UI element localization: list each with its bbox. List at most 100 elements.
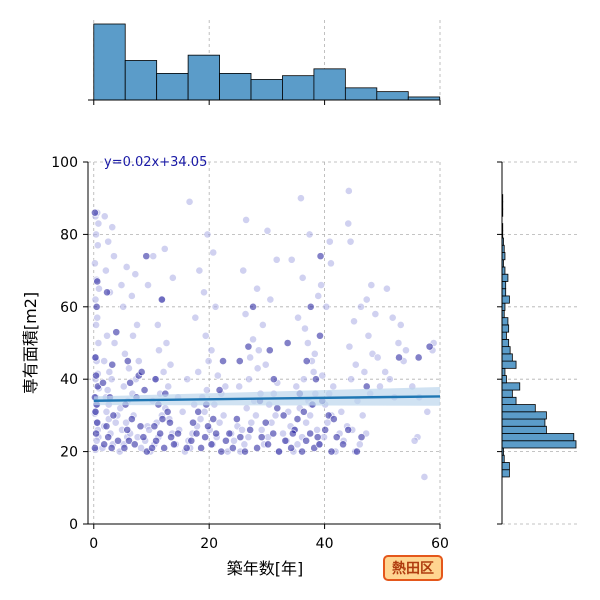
scatter-point [104, 237, 113, 246]
scatter-point [144, 281, 152, 289]
scatter-point [247, 418, 256, 427]
scatter-point [235, 357, 244, 365]
scatter-point [108, 223, 117, 232]
scatter-point [99, 378, 107, 387]
scatter-point [346, 237, 355, 246]
scatter-point [93, 241, 102, 250]
scatter-point [316, 331, 324, 340]
right-hist-bar [501, 324, 510, 333]
scatter-point [388, 313, 397, 322]
scatter-point [100, 357, 109, 365]
scatter-point [228, 444, 237, 452]
scatter-point [134, 357, 143, 365]
right-hist-bar [501, 425, 547, 434]
ward-badge-label: 熱田区 [392, 561, 434, 577]
scatter-point [275, 447, 283, 456]
scatter-point [357, 433, 366, 442]
scatter-point [263, 226, 272, 235]
scatter-point [367, 281, 376, 289]
scatter-point [207, 440, 216, 449]
scatter-point [158, 415, 167, 423]
scatter-point [207, 346, 216, 355]
scatter-point [239, 266, 248, 275]
scatter-point [101, 266, 110, 275]
scatter-point [236, 433, 245, 442]
scatter-point [313, 433, 322, 442]
right-hist-bar [501, 353, 513, 362]
scatter-point [120, 444, 129, 452]
scatter-point [91, 295, 100, 304]
scatter-point [105, 368, 114, 376]
scatter-point [92, 429, 100, 438]
y-tick-label: 20 [60, 445, 78, 461]
scatter-point [266, 295, 275, 304]
scatter-point [136, 422, 145, 431]
scatter-point [344, 425, 353, 434]
scatter-point [261, 418, 270, 427]
scatter-point [272, 255, 281, 264]
scatter-point [306, 429, 315, 438]
scatter-point [269, 375, 278, 384]
y-tick-label: 40 [60, 372, 78, 388]
scatter-point [91, 444, 99, 452]
scatter-point [364, 331, 373, 340]
scatter-point [209, 415, 218, 423]
scatter-point [371, 310, 380, 318]
regression-equation: y=0.02x+34.05 [104, 155, 207, 170]
top-hist-bar [313, 68, 346, 101]
scatter-point [395, 353, 403, 362]
scatter-point [271, 411, 280, 420]
right-hist-bar [501, 346, 511, 355]
scatter-point [222, 436, 230, 445]
scatter-point [107, 375, 116, 384]
scatter-point [252, 411, 260, 420]
scatter-point [121, 349, 129, 358]
scatter-point [108, 360, 117, 369]
scatter-point [182, 444, 191, 452]
axes: 0 20 40 60 0 20 40 60 80 100 [51, 99, 503, 552]
scatter-point [126, 378, 135, 387]
scatter-point [100, 440, 109, 449]
top-hist-bar [187, 54, 220, 101]
scatter-point [402, 346, 410, 355]
scatter-point [185, 197, 194, 206]
scatter-point [302, 418, 311, 427]
top-hist-bar [156, 73, 189, 101]
scatter-point [351, 360, 360, 369]
scatter-point [410, 436, 419, 445]
right-hist-bar [501, 469, 510, 478]
scatter-point [159, 368, 168, 376]
scatter-point [316, 252, 325, 261]
scatter-point [155, 346, 163, 355]
scatter-point [253, 284, 261, 293]
scatter-point [279, 429, 287, 438]
top-hist-bar [124, 60, 158, 101]
scatter-point [321, 425, 330, 434]
scatter-point [310, 349, 319, 358]
scatter-point [327, 259, 335, 268]
scatter-point [187, 436, 196, 445]
scatter-point [339, 440, 347, 449]
scatter-point [318, 371, 327, 380]
right-hist-bar [501, 360, 517, 369]
scatter-point [92, 436, 101, 445]
scatter-point [142, 252, 151, 261]
regression-group [93, 386, 441, 406]
scatter-point [353, 447, 361, 456]
scatter-point [152, 436, 160, 445]
scatter-point [92, 230, 100, 239]
scatter-point [383, 284, 391, 293]
scatter-point [119, 302, 128, 311]
scatter-point [167, 433, 175, 442]
scatter-point [133, 320, 141, 329]
right-hist-bar [501, 295, 510, 304]
scatter-point [215, 418, 224, 427]
scatter-point [200, 288, 208, 297]
scatter-point [194, 368, 203, 376]
scatter-point [201, 433, 210, 442]
scatter-point [221, 382, 230, 391]
top-hist-bar [282, 75, 315, 101]
scatter-point [246, 353, 255, 362]
scatter-point [151, 375, 160, 384]
scatter-point [153, 320, 162, 329]
